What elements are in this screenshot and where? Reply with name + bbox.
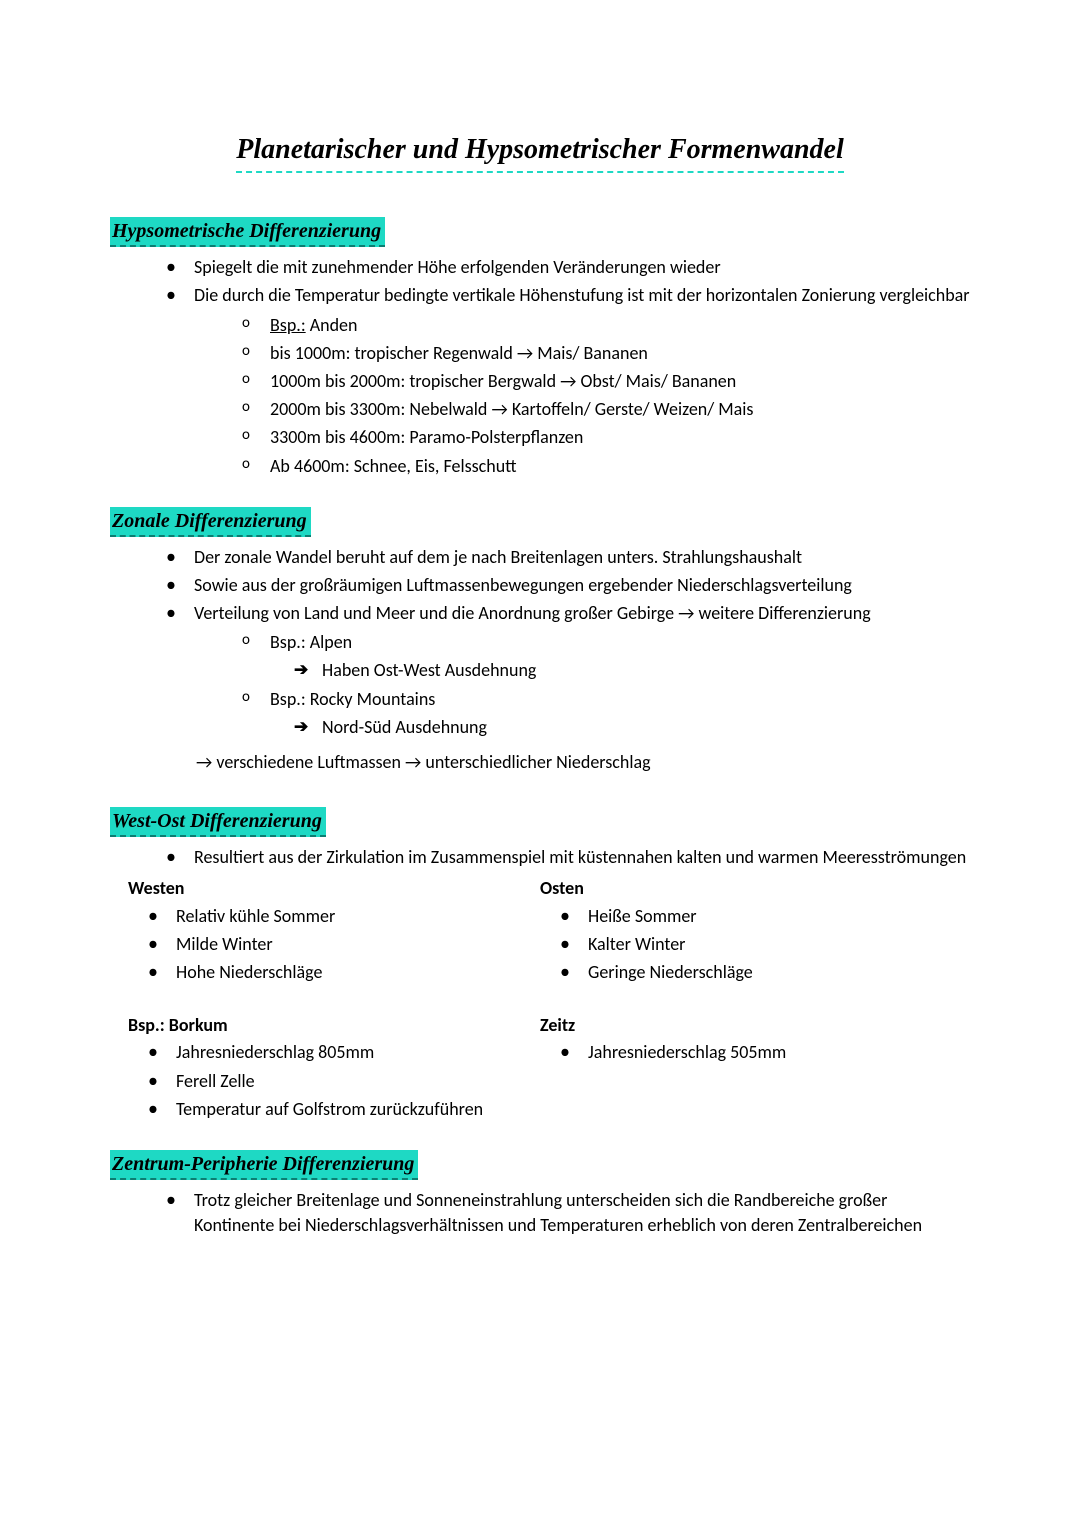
list-zeitz: Jahresniederschlag 505mm <box>540 1040 970 1065</box>
sublist-zonal: Bsp.: Alpen Haben Ost-West Ausdehnung Bs… <box>194 630 970 740</box>
list-item-text: Bsp.: Rocky Mountains <box>270 688 435 710</box>
heading-zentrum: Zentrum-Peripherie Differenzierung <box>110 1150 418 1180</box>
list-westost: Resultiert aus der Zirkulation im Zusamm… <box>110 845 970 870</box>
col-head-zeitz: Zeitz <box>540 1013 970 1038</box>
heading-westost: West-Ost Differenzierung <box>110 807 326 837</box>
list-item: Hohe Niederschläge <box>148 960 540 985</box>
two-column-compare: Westen Relativ kühle Sommer Milde Winter… <box>110 876 970 989</box>
list-item: Verteilung von Land und Meer und die Ano… <box>166 601 970 740</box>
list-item: Geringe Niederschläge <box>560 960 970 985</box>
col-west: Westen Relativ kühle Sommer Milde Winter… <box>110 876 540 989</box>
list-item: 2000m bis 3300m: Nebelwald → Kartoffeln/… <box>242 397 970 422</box>
list-item: Heiße Sommer <box>560 904 970 929</box>
list-ost: Heiße Sommer Kalter Winter Geringe Niede… <box>540 904 970 986</box>
list-item: Nord-Süd Ausdehnung <box>294 715 970 740</box>
col-head-borkum: Bsp.: Borkum <box>110 1013 540 1038</box>
list-item: Spiegelt die mit zunehmender Höhe erfolg… <box>166 255 970 280</box>
list-item: Resultiert aus der Zirkulation im Zusamm… <box>166 845 970 870</box>
list-item-text: Verteilung von Land und Meer und die Ano… <box>194 602 871 624</box>
list-item: Der zonale Wandel beruht auf dem je nach… <box>166 545 970 570</box>
list-item-text: Bsp.: Alpen <box>270 631 352 653</box>
heading-hypso: Hypsometrische Differenzierung <box>110 217 385 247</box>
list-item: Relativ kühle Sommer <box>148 904 540 929</box>
list-item: Die durch die Temperatur bedingte vertik… <box>166 283 970 478</box>
list-item-text: Anden <box>306 314 358 336</box>
list-item: Ab 4600m: Schnee, Eis, Felsschutt <box>242 454 970 479</box>
list-hypso: Spiegelt die mit zunehmender Höhe erfolg… <box>110 255 970 479</box>
list-item: Ferell Zelle <box>148 1069 540 1094</box>
list-item: Haben Ost-West Ausdehnung <box>294 658 970 683</box>
list-item: Bsp.: Anden <box>242 313 970 338</box>
list-item: Trotz gleicher Breitenlage und Sonnenein… <box>166 1188 970 1238</box>
list-west: Relativ kühle Sommer Milde Winter Hohe N… <box>110 904 540 986</box>
list-item: Jahresniederschlag 805mm <box>148 1040 540 1065</box>
arrowlist: Haben Ost-West Ausdehnung <box>270 658 970 683</box>
col-head-ost: Osten <box>540 876 970 901</box>
list-item: bis 1000m: tropischer Regenwald → Mais/ … <box>242 341 970 366</box>
two-column-example: Bsp.: Borkum Jahresniederschlag 805mm Fe… <box>110 1013 970 1126</box>
col-ost: Osten Heiße Sommer Kalter Winter Geringe… <box>540 876 970 989</box>
col-head-west: Westen <box>110 876 540 901</box>
list-item: Jahresniederschlag 505mm <box>560 1040 970 1065</box>
list-zonal: Der zonale Wandel beruht auf dem je nach… <box>110 545 970 740</box>
heading-zonal: Zonale Differenzierung <box>110 507 311 537</box>
col-zeitz: Zeitz Jahresniederschlag 505mm <box>540 1013 970 1126</box>
list-item: Sowie aus der großräumigen Luftmassenbew… <box>166 573 970 598</box>
list-item: Temperatur auf Golfstrom zurückzuführen <box>148 1097 540 1122</box>
list-item-text: Die durch die Temperatur bedingte vertik… <box>194 284 970 306</box>
arrowlist: Nord-Süd Ausdehnung <box>270 715 970 740</box>
list-item: 3300m bis 4600m: Paramo-Polsterpflanzen <box>242 425 970 450</box>
list-item: 1000m bis 2000m: tropischer Bergwald → O… <box>242 369 970 394</box>
list-item: Bsp.: Alpen Haben Ost-West Ausdehnung <box>242 630 970 683</box>
list-borkum: Jahresniederschlag 805mm Ferell Zelle Te… <box>110 1040 540 1122</box>
label-bsp: Bsp.: <box>270 314 306 336</box>
list-item: Milde Winter <box>148 932 540 957</box>
list-zentrum: Trotz gleicher Breitenlage und Sonnenein… <box>110 1188 970 1238</box>
document-title: Planetarischer und Hypsometrischer Forme… <box>236 130 844 173</box>
sublist-hypso: Bsp.: Anden bis 1000m: tropischer Regenw… <box>194 313 970 479</box>
col-borkum: Bsp.: Borkum Jahresniederschlag 805mm Fe… <box>110 1013 540 1126</box>
list-item: Kalter Winter <box>560 932 970 957</box>
list-item: Bsp.: Rocky Mountains Nord-Süd Ausdehnun… <box>242 687 970 740</box>
conclusion-zonal: → verschiedene Luftmassen → unterschiedl… <box>196 750 970 775</box>
